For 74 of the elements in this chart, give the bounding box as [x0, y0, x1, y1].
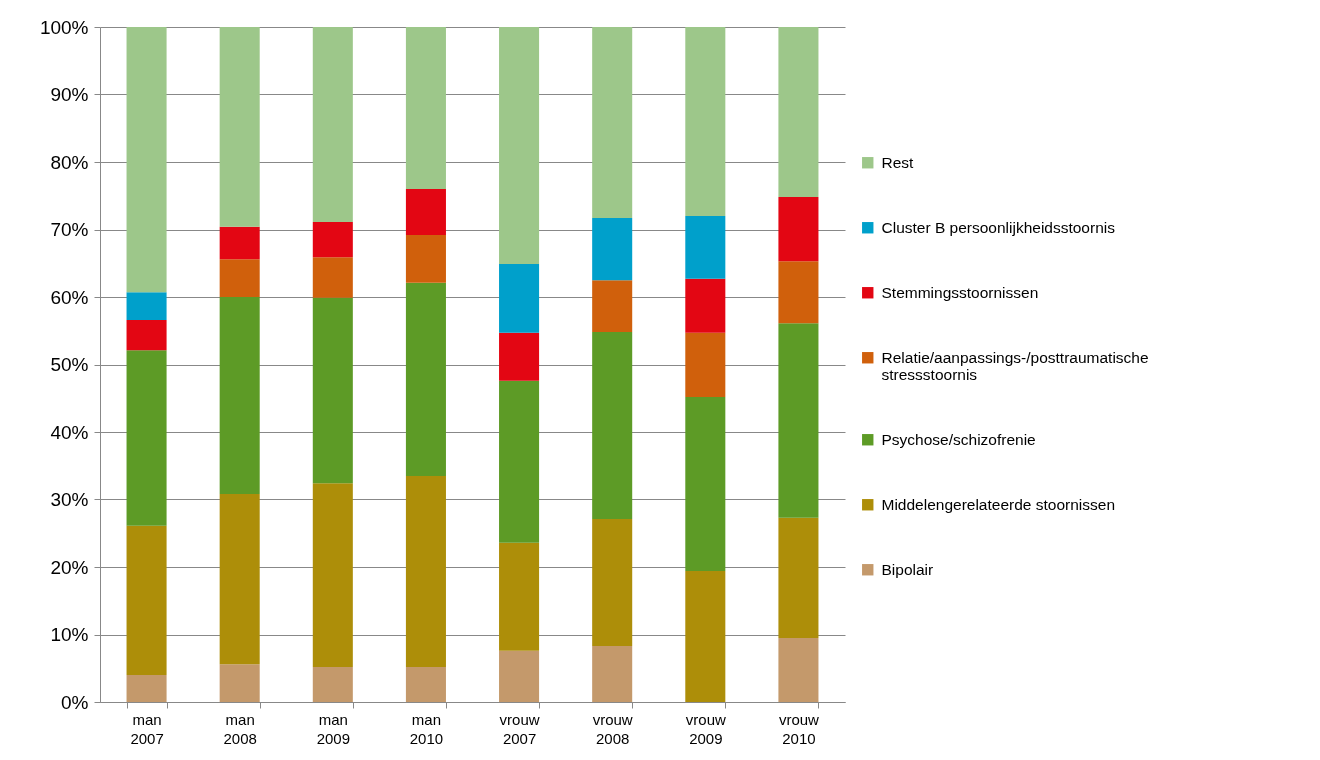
y-tick-label: 90% — [50, 84, 89, 105]
bar — [126, 319, 167, 351]
bar — [219, 494, 260, 665]
bar — [219, 664, 260, 702]
bar — [778, 261, 819, 324]
y-tick-label: 60% — [50, 286, 89, 308]
bar — [312, 27, 353, 223]
bar — [778, 27, 819, 198]
y-tick-label: 40% — [50, 421, 89, 443]
bar — [219, 259, 260, 297]
bar — [685, 332, 726, 397]
bar — [405, 189, 446, 235]
bar — [312, 297, 353, 484]
legend-label: Middelengerelateerde stoornissen — [881, 495, 1116, 513]
x-tick-label: vrouw 2008 — [592, 710, 633, 747]
y-tick-label: 30% — [50, 489, 89, 510]
y-tick-label: 20% — [50, 556, 89, 578]
bar — [685, 571, 726, 702]
y-tick-label: 0% — [61, 691, 89, 713]
bar — [592, 280, 633, 333]
bar — [499, 650, 540, 702]
bar — [592, 332, 633, 520]
x-tick-label: man 2009 — [316, 710, 350, 747]
bar — [126, 350, 167, 526]
bar — [499, 332, 540, 381]
bar — [499, 263, 540, 333]
legend-label: Cluster B persoonlijkheidsstoornis — [881, 218, 1116, 236]
y-tick-label: 10% — [50, 624, 89, 645]
y-tick-label: 50% — [50, 354, 89, 375]
legend-label: Bipolair — [881, 560, 934, 578]
bar — [499, 380, 540, 543]
bar — [312, 257, 353, 298]
x-tick-label: vrouw 2010 — [778, 710, 820, 747]
bar — [778, 517, 819, 638]
bar — [126, 675, 167, 702]
bar — [219, 297, 260, 495]
bar — [405, 666, 446, 702]
bar — [312, 222, 353, 258]
x-tick-label: man 2010 — [409, 710, 444, 747]
bar — [778, 197, 819, 262]
bar — [685, 216, 726, 279]
bar — [405, 234, 446, 283]
x-tick-label: vrouw 2009 — [685, 710, 726, 747]
bar — [405, 282, 446, 476]
bar — [499, 27, 540, 264]
y-tick-label: 80% — [50, 151, 89, 173]
bar — [685, 396, 726, 572]
bar — [685, 278, 726, 333]
bar — [126, 525, 167, 675]
bar — [685, 27, 726, 216]
bar — [126, 27, 167, 293]
bar — [405, 475, 446, 667]
bar — [592, 519, 633, 646]
legend-label: Relatie/aanpassings-/posttraumatische stressstoornis — [881, 348, 1149, 384]
bar — [592, 645, 633, 702]
bar — [592, 218, 633, 281]
legend-label: Psychose/schizofrenie — [881, 430, 1036, 448]
bar — [778, 637, 819, 702]
bar — [499, 542, 540, 651]
bar — [312, 483, 353, 667]
bar — [219, 226, 260, 260]
y-tick-label: 100% — [39, 16, 89, 38]
x-tick-label: man 2008 — [223, 710, 257, 747]
bar — [405, 27, 446, 189]
y-tick-label: 70% — [50, 219, 89, 240]
bar — [126, 292, 167, 320]
bar — [592, 27, 633, 219]
legend-label: Stemmingsstoornissen — [881, 283, 1039, 301]
x-tick-label: vrouw 2007 — [499, 710, 540, 747]
bar — [778, 323, 819, 518]
legend-label: Rest — [881, 153, 915, 171]
bar — [312, 666, 353, 702]
bar — [219, 27, 260, 227]
x-tick-label: man 2007 — [130, 710, 164, 747]
